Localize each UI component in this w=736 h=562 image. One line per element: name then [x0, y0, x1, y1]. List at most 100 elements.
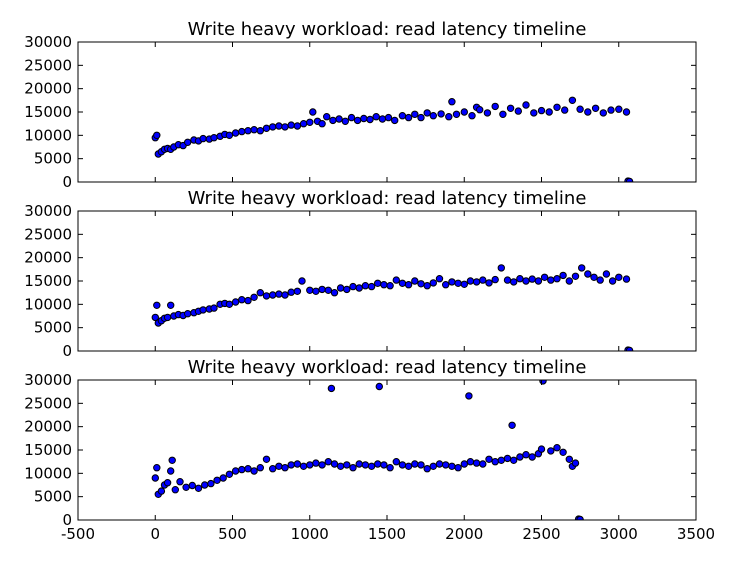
axes-frame: [77, 379, 697, 521]
data-point: [559, 271, 567, 280]
data-point: [163, 313, 172, 322]
data-point: [231, 467, 240, 475]
data-point: [599, 109, 607, 117]
data-point: [281, 123, 289, 131]
data-point: [607, 106, 615, 114]
data-point: [250, 126, 258, 134]
data-point: [547, 276, 555, 284]
data-point: [287, 288, 295, 296]
data-point: [452, 110, 461, 119]
data-point: [608, 277, 617, 285]
data-point: [153, 131, 161, 140]
data-point: [398, 461, 407, 469]
data-point: [540, 273, 549, 281]
data-point: [336, 462, 345, 470]
data-point: [367, 282, 376, 291]
y-tick-label: 25000: [24, 56, 72, 74]
data-point: [347, 113, 356, 122]
data-point: [485, 455, 493, 463]
y-tick-label: 25000: [24, 394, 72, 412]
data-point: [545, 108, 553, 116]
data-point: [448, 278, 456, 286]
data-point: [157, 487, 166, 495]
data-point: [528, 453, 536, 461]
data-point: [176, 478, 184, 486]
data-point: [565, 455, 573, 463]
data-point: [151, 474, 160, 482]
y-tick-label: 0: [62, 511, 72, 529]
y-tick-label: 10000: [24, 464, 72, 482]
data-point: [330, 460, 339, 468]
subplot-title: Write heavy workload: read latency timel…: [188, 19, 587, 40]
data-point: [497, 264, 505, 272]
data-point: [386, 282, 394, 290]
y-tick-label: 20000: [24, 249, 72, 267]
data-point: [312, 459, 320, 467]
data-point: [584, 270, 592, 278]
data-point: [238, 127, 246, 136]
data-point: [349, 464, 357, 472]
y-tick-label: 10000: [24, 295, 72, 313]
data-point: [491, 275, 499, 284]
data-point: [238, 296, 246, 304]
x-tick-label: 1000: [291, 525, 329, 543]
data-point: [591, 104, 600, 113]
y-tick-label: 10000: [24, 126, 72, 144]
data-point: [392, 276, 400, 284]
y-tick-label: 30000: [24, 202, 72, 220]
y-tick-label: 15000: [24, 272, 72, 290]
data-point: [442, 461, 450, 469]
data-point: [510, 278, 518, 286]
data-point: [522, 101, 530, 109]
data-point: [355, 460, 363, 468]
data-point: [171, 486, 180, 494]
data-point: [231, 298, 240, 306]
data-point: [323, 113, 331, 121]
data-point: [375, 382, 383, 391]
data-point: [367, 462, 376, 470]
data-point: [392, 458, 400, 466]
data-point: [238, 465, 246, 474]
data-point: [429, 112, 437, 120]
data-point: [561, 106, 569, 114]
data-point: [380, 461, 388, 469]
data-point: [522, 277, 530, 285]
data-point: [343, 461, 351, 469]
data-point: [578, 264, 586, 272]
data-point: [479, 276, 487, 284]
scatter-points: [151, 264, 634, 351]
data-point: [465, 392, 473, 400]
data-point: [281, 464, 289, 472]
data-point: [514, 107, 522, 115]
data-point: [244, 296, 252, 305]
data-point: [571, 459, 580, 467]
data-point: [287, 121, 295, 129]
data-point: [417, 113, 425, 122]
data-point: [293, 122, 302, 130]
y-tick-label: 15000: [24, 441, 72, 459]
data-point: [250, 293, 258, 301]
data-point: [528, 275, 536, 283]
data-point: [499, 110, 507, 119]
data-point: [516, 275, 524, 283]
data-point: [615, 105, 623, 113]
data-point: [466, 277, 475, 285]
data-point: [269, 465, 277, 473]
data-point: [306, 286, 314, 294]
data-point: [188, 481, 197, 490]
y-tick-label: 5000: [34, 488, 72, 506]
data-point: [225, 470, 234, 478]
y-tick-label: 5000: [34, 319, 72, 337]
subplot-2: Write heavy workload: read latency timel…: [24, 188, 697, 360]
data-point: [306, 461, 314, 469]
data-point: [361, 461, 370, 469]
data-point: [423, 282, 431, 290]
subplot-3: Write heavy workload: read latency timel…: [24, 357, 715, 543]
data-point: [269, 291, 277, 299]
data-point: [293, 460, 302, 468]
data-point: [225, 131, 234, 140]
data-point: [537, 106, 546, 115]
data-point: [168, 456, 176, 464]
data-point: [262, 124, 271, 133]
data-point: [411, 460, 419, 468]
